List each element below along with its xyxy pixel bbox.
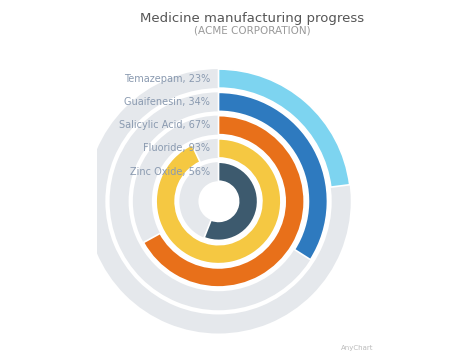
Wedge shape: [133, 116, 304, 287]
Wedge shape: [219, 69, 350, 187]
Text: Zinc Oxide, 56%: Zinc Oxide, 56%: [130, 167, 210, 177]
Text: AnyChart: AnyChart: [341, 345, 373, 351]
Wedge shape: [179, 162, 258, 240]
Wedge shape: [143, 116, 304, 287]
Text: Salicylic Acid, 67%: Salicylic Acid, 67%: [119, 120, 210, 130]
Wedge shape: [156, 139, 281, 264]
Text: Guaifenesin, 34%: Guaifenesin, 34%: [124, 97, 210, 107]
Wedge shape: [219, 92, 327, 260]
Wedge shape: [86, 69, 351, 333]
Text: (ACME CORPORATION): (ACME CORPORATION): [194, 26, 311, 36]
Text: Medicine manufacturing progress: Medicine manufacturing progress: [140, 12, 364, 25]
Wedge shape: [204, 162, 258, 240]
Text: Fluoride, 93%: Fluoride, 93%: [143, 143, 210, 153]
Text: Temazepam, 23%: Temazepam, 23%: [124, 73, 210, 84]
Wedge shape: [156, 139, 281, 264]
Wedge shape: [110, 92, 327, 310]
